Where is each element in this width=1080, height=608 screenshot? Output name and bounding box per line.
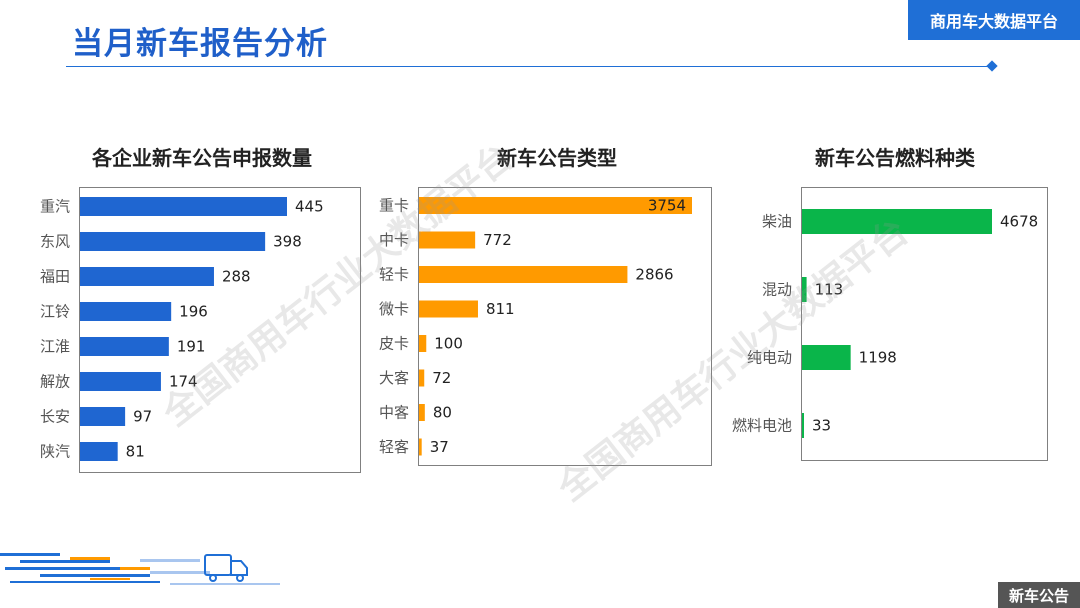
category-label: 纯电动: [747, 349, 792, 367]
category-label: 中卡: [379, 231, 409, 249]
bar: [802, 413, 804, 438]
footer-tag: 新车公告: [998, 582, 1080, 608]
category-label: 中客: [379, 404, 409, 422]
category-label: 重汽: [40, 198, 70, 216]
bar: [419, 231, 476, 249]
value-label: 288: [222, 268, 251, 286]
bar: [802, 345, 851, 370]
value-label: 37: [430, 438, 449, 456]
category-label: 混动: [762, 281, 792, 299]
category-label: 解放: [40, 373, 70, 391]
bar: [80, 267, 214, 286]
value-label: 174: [169, 373, 198, 391]
value-label: 80: [433, 404, 452, 422]
bar: [80, 442, 118, 461]
chart-box-enterprise: [79, 187, 361, 473]
category-label: 重卡: [379, 197, 409, 215]
bar: [419, 369, 425, 387]
bar: [419, 300, 478, 318]
bar: [80, 337, 169, 356]
value-label: 72: [432, 369, 451, 387]
bar: [80, 232, 266, 251]
value-label: 97: [133, 408, 152, 426]
value-label: 4678: [1000, 213, 1038, 231]
value-label: 100: [434, 335, 463, 353]
brand-badge: 商用车大数据平台: [908, 0, 1080, 40]
category-label: 江淮: [40, 338, 70, 356]
bar: [419, 335, 427, 352]
bar: [80, 197, 287, 216]
category-label: 燃料电池: [732, 417, 792, 435]
bar: [80, 407, 126, 426]
value-label: 2866: [635, 266, 673, 284]
value-label: 772: [483, 231, 512, 249]
category-label: 大客: [379, 369, 409, 387]
truck-decoration-icon: [0, 553, 280, 585]
bar: [802, 209, 992, 234]
bar: [802, 277, 807, 302]
category-label: 长安: [40, 408, 70, 426]
bar: [419, 438, 422, 456]
chart-title-enterprise: 各企业新车公告申报数量: [92, 146, 312, 170]
bar: [419, 197, 692, 214]
chart-box-type: [418, 187, 712, 466]
value-label: 81: [126, 443, 145, 461]
category-label: 轻卡: [379, 266, 409, 284]
bar: [419, 266, 628, 283]
bar: [419, 404, 425, 421]
bar: [80, 302, 172, 321]
value-label: 398: [273, 233, 302, 251]
category-label: 福田: [40, 268, 70, 286]
value-label: 1198: [859, 349, 897, 367]
category-label: 皮卡: [379, 335, 409, 353]
category-label: 陕汽: [40, 443, 70, 461]
value-label: 445: [295, 198, 324, 216]
category-label: 微卡: [379, 300, 409, 318]
category-label: 轻客: [379, 438, 409, 456]
title-divider: [66, 66, 992, 67]
category-label: 江铃: [40, 303, 70, 321]
value-label: 196: [179, 303, 208, 321]
bar: [80, 372, 161, 391]
category-label: 柴油: [762, 213, 792, 231]
chart-box-fuel: [801, 187, 1048, 461]
value-label: 3754: [648, 197, 686, 215]
value-label: 113: [815, 281, 844, 299]
chart-title-fuel: 新车公告燃料种类: [815, 146, 975, 170]
value-label: 811: [486, 300, 515, 318]
page-title: 当月新车报告分析: [72, 26, 328, 62]
chart-title-type: 新车公告类型: [497, 146, 617, 170]
value-label: 33: [812, 417, 831, 435]
category-label: 东风: [40, 233, 70, 251]
value-label: 191: [177, 338, 206, 356]
